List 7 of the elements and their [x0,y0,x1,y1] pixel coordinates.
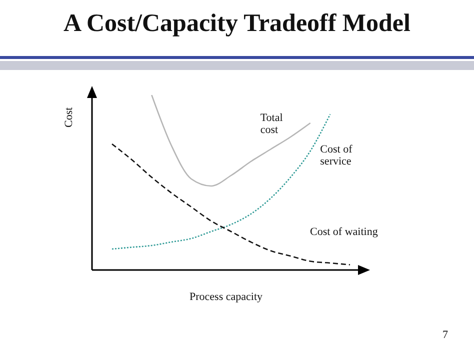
chart-title: A Cost/Capacity Tradeoff Model [62,10,412,38]
series-label: Cost of service [320,143,353,168]
x-axis-title: Process capacity [190,291,263,303]
series-label: Total cost [260,112,283,136]
y-axis-title: Cost [62,107,75,128]
text: Cost of waiting [310,226,378,238]
text: 7 [442,329,448,341]
